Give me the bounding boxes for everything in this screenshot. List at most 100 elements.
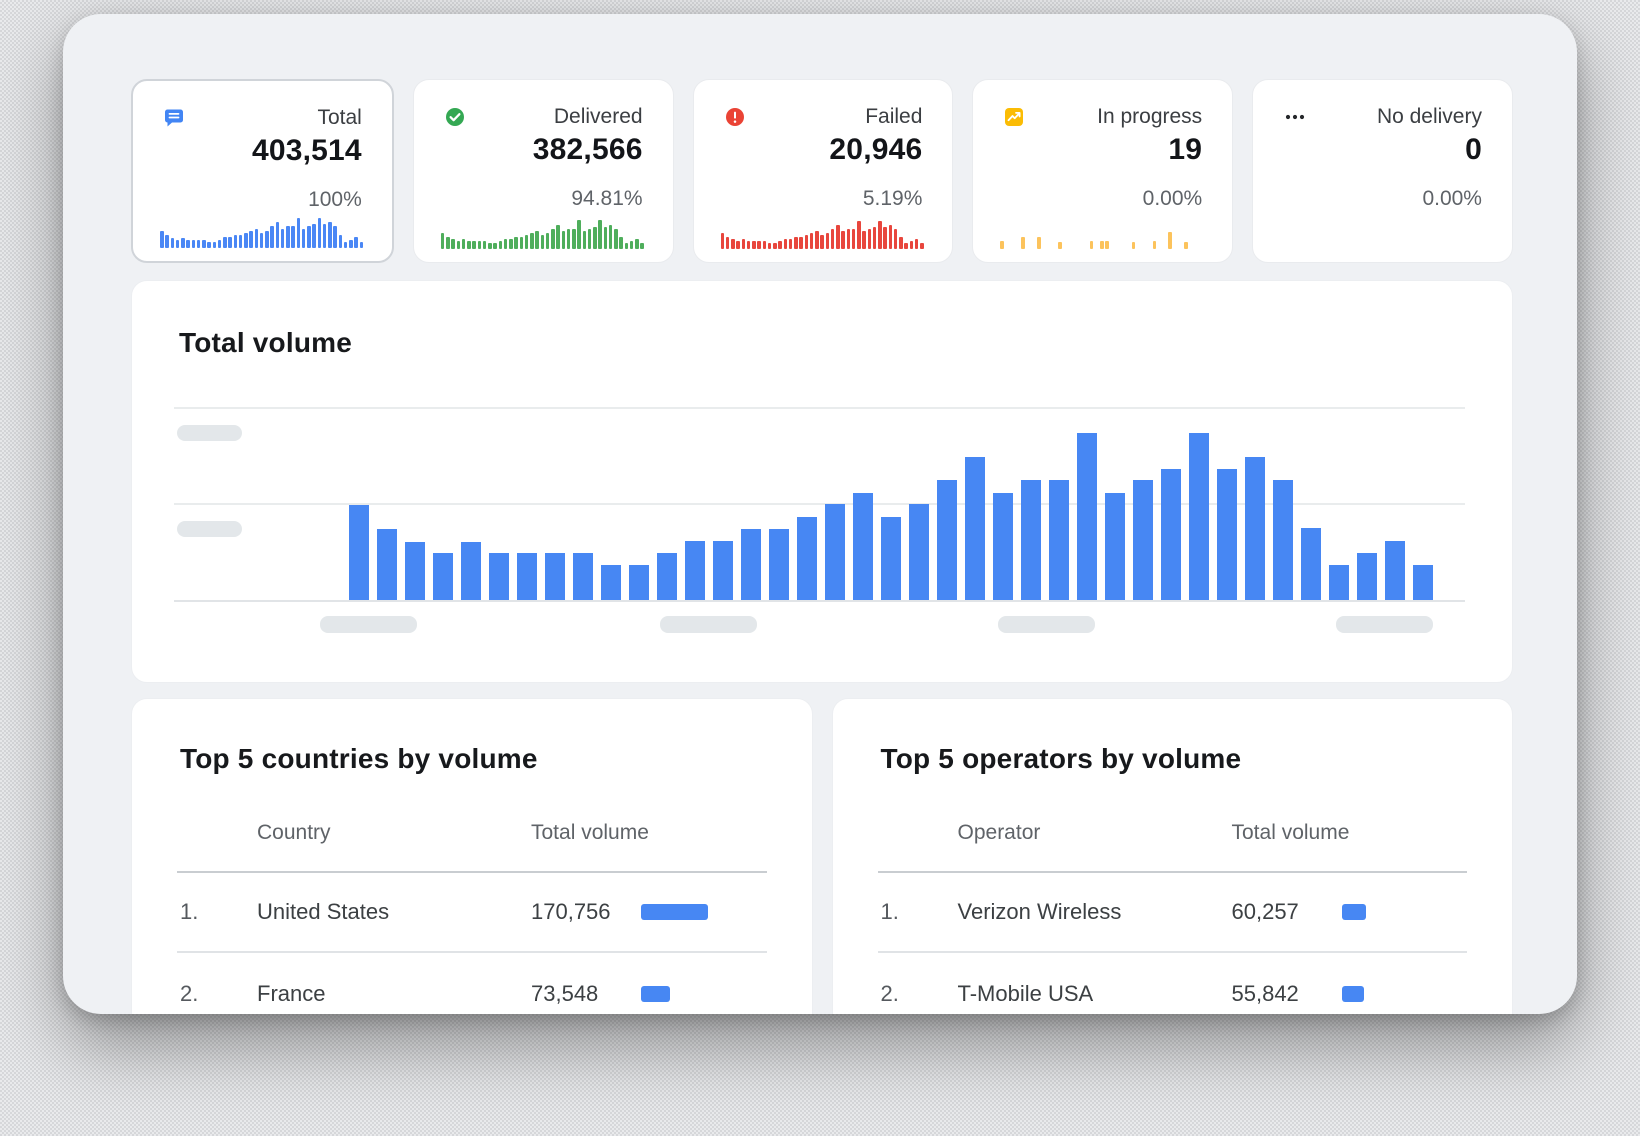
column-header-country: Country [257, 821, 331, 844]
volume-bar[interactable] [1021, 479, 1041, 600]
volume-bar[interactable] [573, 552, 593, 600]
column-header-total-volume: Total volume [1231, 821, 1350, 844]
table-row: 2. T-Mobile USA 55,842 [833, 953, 1513, 1014]
row-name: T-Mobile USA [957, 981, 1094, 1006]
volume-bar[interactable] [1357, 552, 1377, 600]
stat-card-delivered[interactable]: Delivered 382,566 94.81% [412, 79, 674, 263]
ellipsis-icon [1284, 107, 1305, 127]
y-tick-skeleton [177, 425, 242, 441]
stat-value: 382,566 [532, 133, 643, 166]
volume-bar[interactable] [1273, 479, 1293, 600]
in-progress-sparkline [1000, 219, 1203, 249]
volume-bar[interactable] [685, 540, 705, 600]
divider [177, 951, 767, 953]
volume-bar[interactable] [853, 493, 873, 600]
stat-card-no-delivery[interactable]: No delivery 0 0.00% [1252, 79, 1513, 263]
volume-bar[interactable] [769, 528, 789, 600]
volume-bar[interactable] [349, 505, 369, 600]
x-tick-skeleton [660, 616, 757, 633]
table-title: Top 5 operators by volume [880, 743, 1242, 774]
row-value-bar [641, 904, 708, 920]
volume-bar[interactable] [1217, 468, 1237, 600]
table-title: Top 5 countries by volume [180, 743, 538, 774]
row-value: 170,756 [531, 899, 611, 924]
volume-bar[interactable] [741, 528, 761, 600]
volume-bar[interactable] [1049, 479, 1069, 600]
volume-bar[interactable] [405, 541, 425, 600]
stat-percent: 94.81% [571, 187, 643, 210]
stat-value: 19 [1168, 133, 1203, 166]
volume-bar[interactable] [1133, 479, 1153, 600]
stat-card-total[interactable]: Total 403,514 100% [131, 79, 394, 263]
total-volume-bars[interactable] [349, 407, 1433, 600]
divider [877, 951, 1467, 953]
gridline-top [174, 407, 1465, 409]
chat-icon [164, 108, 184, 128]
volume-bar[interactable] [1077, 433, 1097, 600]
volume-bar[interactable] [545, 552, 565, 600]
volume-bar[interactable] [629, 565, 649, 600]
row-rank: 2. [880, 981, 899, 1006]
volume-bar[interactable] [1105, 493, 1125, 600]
failed-sparkline [720, 219, 924, 249]
volume-bar[interactable] [825, 504, 845, 600]
trending-up-icon [1004, 107, 1024, 127]
row-name: France [257, 981, 326, 1006]
row-value: 55,842 [1231, 981, 1299, 1006]
volume-bar[interactable] [377, 528, 397, 600]
delivered-sparkline [440, 219, 644, 249]
stat-value: 403,514 [251, 134, 362, 167]
stat-percent: 100% [308, 188, 362, 211]
volume-bar[interactable] [797, 517, 817, 600]
row-value-bar [1341, 986, 1364, 1002]
volume-bar[interactable] [1189, 433, 1209, 600]
column-header-operator: Operator [957, 821, 1041, 844]
volume-bar[interactable] [601, 565, 621, 600]
stat-cards-row: Total 403,514 100% Delivered 382,566 94.… [131, 79, 1513, 263]
volume-bar[interactable] [713, 540, 733, 600]
volume-bar[interactable] [489, 552, 509, 600]
volume-bar[interactable] [1385, 540, 1405, 600]
divider [177, 871, 767, 873]
alert-circle-icon [725, 107, 745, 127]
row-name: United States [257, 899, 390, 924]
volume-bar[interactable] [1301, 528, 1321, 600]
volume-bar[interactable] [909, 504, 929, 600]
row-name: Verizon Wireless [957, 899, 1122, 924]
volume-bar[interactable] [461, 541, 481, 600]
row-rank: 1. [180, 899, 199, 924]
stat-percent: 0.00% [1422, 187, 1482, 210]
stat-card-in-progress[interactable]: In progress 19 0.00% [972, 79, 1234, 263]
volume-bar[interactable] [993, 493, 1013, 600]
stat-label: No delivery [1376, 105, 1482, 128]
stat-label: Delivered [553, 105, 643, 128]
volume-bar[interactable] [1245, 457, 1265, 600]
table-row: 1. Verizon Wireless 60,257 [833, 871, 1513, 953]
total-volume-card: Total volume [131, 280, 1513, 683]
row-value: 60,257 [1231, 899, 1299, 924]
table-row: 2. France 73,548 [132, 953, 812, 1014]
stat-label: Failed [865, 105, 923, 128]
volume-bar[interactable] [517, 552, 537, 600]
no-delivery-sparkline [1280, 219, 1483, 249]
volume-bar[interactable] [937, 479, 957, 600]
stat-card-failed[interactable]: Failed 20,946 5.19% [692, 79, 954, 263]
volume-bar[interactable] [433, 552, 453, 600]
column-header-total-volume: Total volume [531, 821, 649, 844]
stat-label: In progress [1097, 105, 1203, 128]
table-row: 1. United States 170,756 [132, 871, 812, 953]
stat-value: 0 [1465, 133, 1482, 166]
volume-bar[interactable] [881, 517, 901, 600]
row-rank: 2. [180, 981, 199, 1006]
volume-bar[interactable] [1329, 565, 1349, 600]
gridline-middle [174, 503, 1465, 505]
volume-bar[interactable] [657, 552, 677, 600]
stat-value: 20,946 [829, 133, 923, 166]
bottom-cards-row: Top 5 countries by volume Country Total … [131, 698, 1513, 1014]
stat-percent: 0.00% [1142, 187, 1203, 210]
x-axis-line [174, 600, 1465, 602]
volume-bar[interactable] [965, 457, 985, 600]
divider [877, 871, 1467, 873]
volume-bar[interactable] [1413, 565, 1433, 600]
volume-bar[interactable] [1161, 468, 1181, 600]
